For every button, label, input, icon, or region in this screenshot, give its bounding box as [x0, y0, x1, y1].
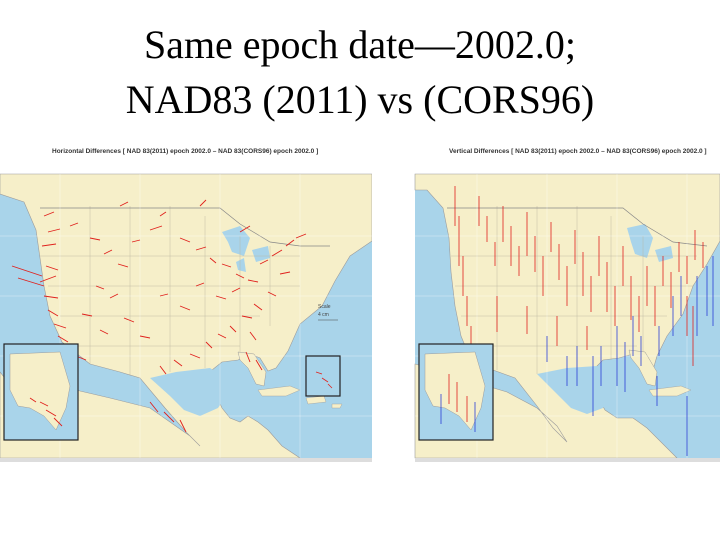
- alaska-down-vectors: [440, 394, 476, 432]
- florida: [237, 351, 267, 387]
- alaska-up-vectors: [448, 374, 468, 422]
- vertical-differences-map: Vertical Differences [ NAD 83(2011) epoc…: [397, 146, 720, 482]
- map-bottom-frame: [0, 458, 372, 462]
- scale-value: 4 cm: [318, 312, 329, 318]
- vertical-up-vectors: [454, 186, 704, 366]
- florida: [628, 349, 658, 387]
- gulf-of-mexico: [150, 368, 226, 416]
- horizontal-map-title: Horizontal Differences [ NAD 83(2011) ep…: [52, 148, 319, 155]
- vertical-down-vectors: [546, 256, 714, 456]
- horizontal-map-canvas: Scale 4 cm: [0, 173, 372, 462]
- scale-label: Scale: [318, 304, 331, 310]
- gulf-of-mexico: [537, 366, 611, 414]
- great-lakes: [222, 226, 270, 272]
- us-canada-border: [40, 207, 330, 247]
- caribbean-islands: [648, 385, 692, 397]
- vertical-map-title: Vertical Differences [ NAD 83(2011) epoc…: [449, 148, 707, 155]
- caribbean-islands: [257, 385, 343, 409]
- horizontal-differences-map: Horizontal Differences [ NAD 83(2011) ep…: [0, 146, 372, 482]
- us-canada-border: [447, 207, 708, 247]
- alaska-vectors: [29, 397, 63, 427]
- island-inset-frame: [305, 355, 341, 397]
- state-borders: [451, 206, 697, 374]
- island-vectors: [315, 371, 333, 389]
- scale-indicator: Scale 4 cm: [318, 304, 338, 321]
- map-bottom-frame: [415, 458, 720, 462]
- great-lakes: [627, 224, 673, 262]
- slide-title-line1: Same epoch date—2002.0;: [143, 22, 577, 67]
- vertical-map-canvas: [414, 173, 720, 462]
- state-borders: [40, 206, 300, 376]
- alaska-land: [9, 351, 71, 431]
- slide-title-line2: NAD83 (2011) vs (CORS96): [125, 77, 595, 122]
- alaska-land: [424, 351, 486, 431]
